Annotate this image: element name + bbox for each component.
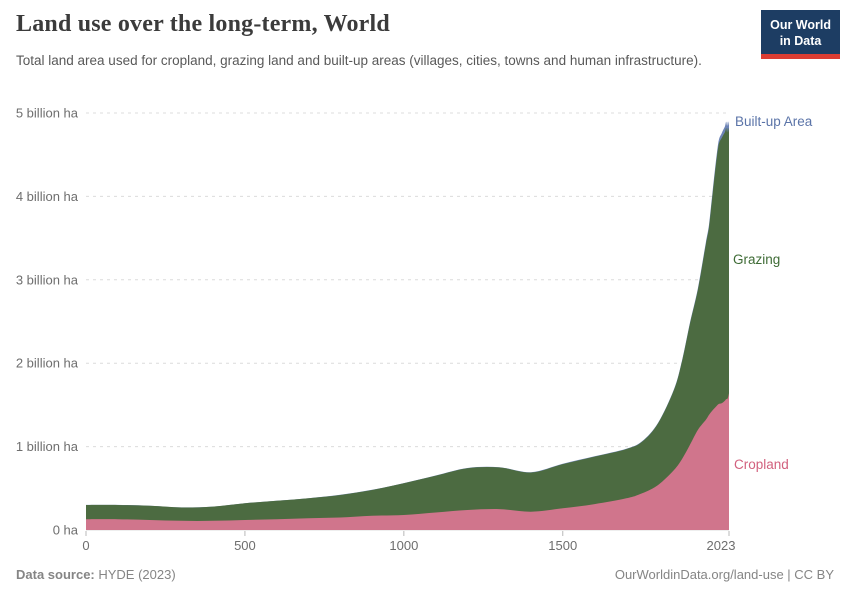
series-label-built-up-area[interactable]: Built-up Area: [735, 114, 813, 129]
y-tick-label: 5 billion ha: [16, 106, 79, 121]
chart-subtitle: Total land area used for cropland, grazi…: [16, 53, 702, 68]
x-tick-label: 0: [82, 538, 89, 553]
chart-footer: Data source: HYDE (2023) OurWorldinData.…: [16, 567, 834, 582]
y-tick-label: 2 billion ha: [16, 356, 79, 371]
owid-logo[interactable]: Our World in Data: [761, 10, 840, 59]
owid-logo-line1: Our World: [770, 18, 831, 32]
y-tick-label: 1 billion ha: [16, 439, 79, 454]
series-label-grazing[interactable]: Grazing: [733, 252, 780, 267]
owid-logo-line2: in Data: [779, 34, 822, 48]
y-tick-label: 0 ha: [53, 523, 79, 538]
area-grazing[interactable]: [86, 128, 729, 530]
data-source-label: Data source:: [16, 567, 95, 582]
data-source: Data source: HYDE (2023): [16, 567, 176, 582]
x-tick-label: 500: [234, 538, 256, 553]
x-tick-label: 1000: [389, 538, 418, 553]
x-tick-label: 2023: [707, 538, 736, 553]
x-tick-label: 1500: [548, 538, 577, 553]
y-tick-label: 3 billion ha: [16, 272, 79, 287]
y-tick-label: 4 billion ha: [16, 189, 79, 204]
page-title: Land use over the long-term, World: [16, 11, 390, 37]
series-label-cropland[interactable]: Cropland: [734, 457, 789, 472]
footer-link[interactable]: OurWorldinData.org/land-use | CC BY: [614, 567, 834, 582]
area-cropland[interactable]: [86, 393, 729, 530]
data-source-value: HYDE (2023): [94, 567, 176, 582]
